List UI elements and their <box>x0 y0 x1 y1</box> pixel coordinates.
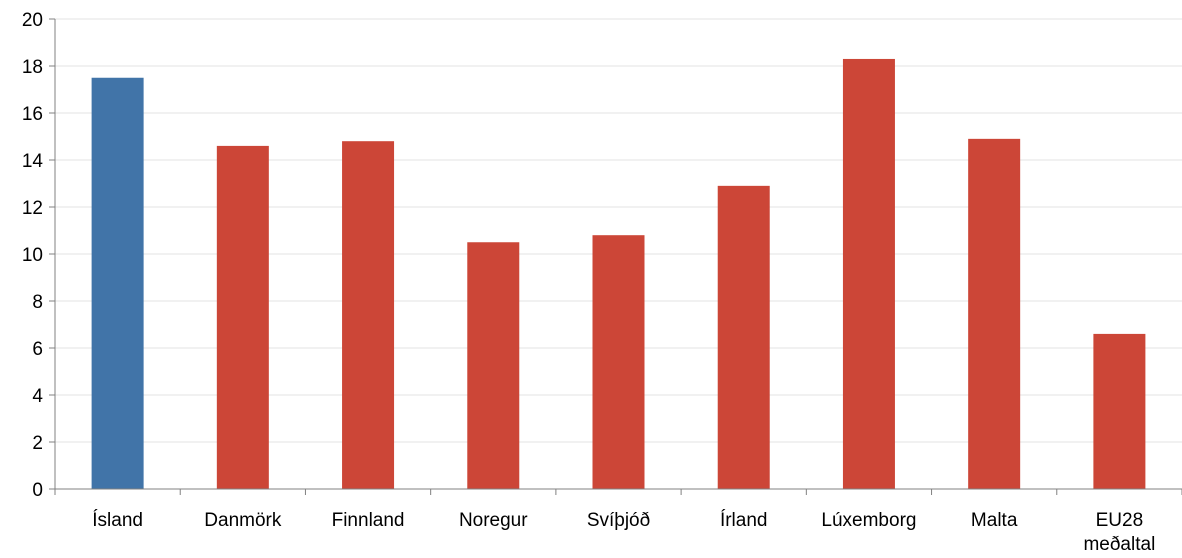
x-tick-label: Noregur <box>459 510 528 531</box>
y-tick-labels: 0 2 4 6 8 10 12 14 16 18 20 <box>22 10 44 501</box>
y-tick-label: 4 <box>32 386 43 407</box>
x-tick-label: Malta <box>971 510 1018 531</box>
y-tick-label: 16 <box>22 104 43 125</box>
x-tick-label: Ísland <box>92 510 143 531</box>
y-tick-label: 12 <box>22 198 43 219</box>
axes <box>49 18 1182 495</box>
bar <box>91 77 144 489</box>
x-tick-label: Finnland <box>332 510 405 531</box>
y-tick-label: 6 <box>32 339 43 360</box>
bar <box>467 242 520 489</box>
x-tick-label: meðaltal <box>1083 534 1155 555</box>
y-tick-label: 18 <box>22 57 43 78</box>
y-tick-label: 8 <box>32 292 43 313</box>
y-tick-label: 0 <box>32 480 43 501</box>
x-tick-label: Lúxemborg <box>821 510 916 531</box>
y-tick-label: 2 <box>32 433 43 454</box>
bar <box>717 185 770 489</box>
y-tick-label: 14 <box>22 151 44 172</box>
bars <box>91 58 1146 489</box>
y-tick-label: 20 <box>22 10 43 31</box>
y-tick-label: 10 <box>22 245 43 266</box>
x-tick-label: Danmörk <box>204 510 282 531</box>
x-tick-label: EU28 <box>1096 510 1144 531</box>
bar <box>1093 333 1146 489</box>
bar <box>342 141 395 489</box>
bar <box>216 145 269 489</box>
bar <box>842 58 895 489</box>
x-tick-label: Írland <box>720 510 768 531</box>
bar <box>968 138 1021 489</box>
x-tick-labels: Ísland Danmörk Finnland Noregur Svíþjóð Írlan… <box>92 510 1155 555</box>
x-tick-label: Svíþjóð <box>587 510 650 531</box>
bar <box>592 235 645 489</box>
